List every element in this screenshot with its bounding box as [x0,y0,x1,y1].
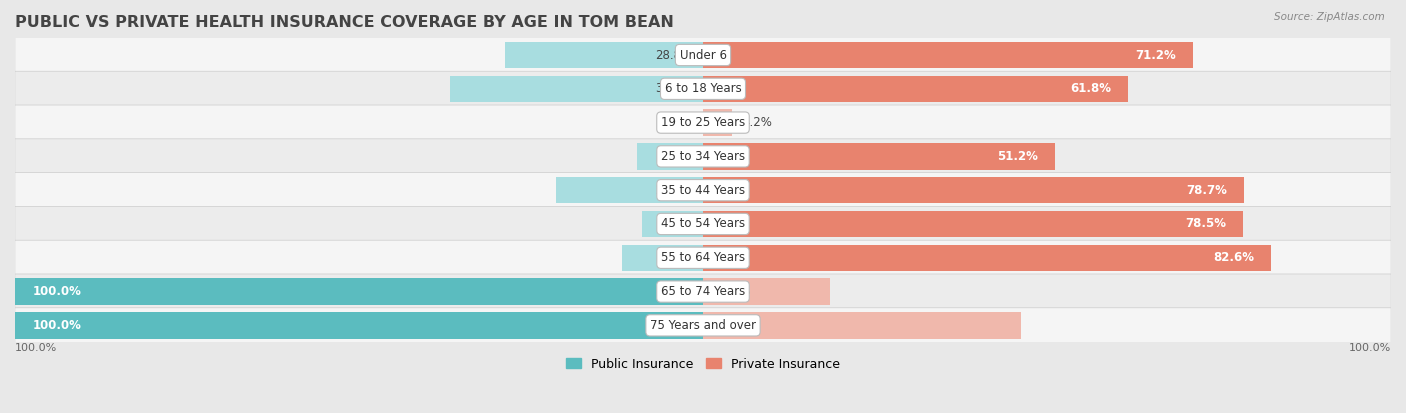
Text: Source: ZipAtlas.com: Source: ZipAtlas.com [1274,12,1385,22]
Text: 6 to 18 Years: 6 to 18 Years [665,82,741,95]
Bar [15,312,703,339]
Text: 78.5%: 78.5% [1185,218,1226,230]
Bar [703,109,733,136]
Text: PUBLIC VS PRIVATE HEALTH INSURANCE COVERAGE BY AGE IN TOM BEAN: PUBLIC VS PRIVATE HEALTH INSURANCE COVER… [15,15,673,30]
Bar [505,42,703,68]
FancyBboxPatch shape [15,206,1391,242]
Text: 19 to 25 Years: 19 to 25 Years [661,116,745,129]
Text: 100.0%: 100.0% [32,319,82,332]
FancyBboxPatch shape [15,38,1391,73]
Bar [703,278,831,305]
Text: 0.0%: 0.0% [664,116,693,129]
Bar [621,244,703,271]
Text: 4.2%: 4.2% [742,116,772,129]
Text: 45 to 54 Years: 45 to 54 Years [661,218,745,230]
Bar [641,211,703,237]
Legend: Public Insurance, Private Insurance: Public Insurance, Private Insurance [561,353,845,375]
Text: 65 to 74 Years: 65 to 74 Years [661,285,745,298]
Bar [450,76,703,102]
Text: 100.0%: 100.0% [15,343,58,353]
Bar [703,42,1192,68]
FancyBboxPatch shape [15,240,1391,275]
Bar [637,143,703,170]
Bar [15,278,703,305]
FancyBboxPatch shape [15,71,1391,107]
FancyBboxPatch shape [15,105,1391,140]
FancyBboxPatch shape [15,139,1391,174]
Text: 8.9%: 8.9% [664,218,693,230]
Bar [703,177,1244,203]
Bar [557,177,703,203]
Text: 9.6%: 9.6% [662,150,693,163]
Text: 78.7%: 78.7% [1187,184,1227,197]
Text: 25 to 34 Years: 25 to 34 Years [661,150,745,163]
Text: 100.0%: 100.0% [1348,343,1391,353]
Text: 61.8%: 61.8% [1070,82,1111,95]
FancyBboxPatch shape [15,308,1391,343]
Text: 46.2%: 46.2% [713,319,751,332]
Text: 75 Years and over: 75 Years and over [650,319,756,332]
Bar [703,244,1271,271]
Text: 100.0%: 100.0% [32,285,82,298]
Text: 36.8%: 36.8% [655,82,693,95]
FancyBboxPatch shape [15,274,1391,309]
Bar [703,76,1128,102]
Text: 55 to 64 Years: 55 to 64 Years [661,251,745,264]
Text: 21.3%: 21.3% [655,184,693,197]
Text: 18.5%: 18.5% [713,285,751,298]
Text: 35 to 44 Years: 35 to 44 Years [661,184,745,197]
Text: 28.8%: 28.8% [655,48,693,62]
Text: 11.8%: 11.8% [655,251,693,264]
Bar [703,143,1056,170]
Text: 71.2%: 71.2% [1135,48,1175,62]
Bar [703,312,1021,339]
Text: 82.6%: 82.6% [1213,251,1254,264]
Text: 51.2%: 51.2% [997,150,1038,163]
FancyBboxPatch shape [15,173,1391,208]
Bar [703,211,1243,237]
Text: Under 6: Under 6 [679,48,727,62]
